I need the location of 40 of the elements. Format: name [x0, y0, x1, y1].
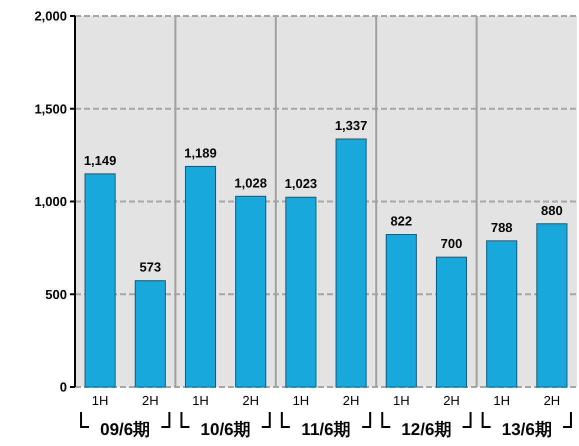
data-label: 1,028 [234, 175, 267, 190]
text: 11/6期 [301, 420, 351, 439]
bar [84, 173, 116, 388]
bar [486, 240, 518, 388]
data-label: 1,149 [84, 152, 116, 168]
data-label: 880 [541, 202, 563, 218]
x-tick-label: 1H [192, 393, 209, 408]
data-label: 700 [440, 236, 462, 252]
y-tick-label: 0 [60, 380, 67, 395]
bar [386, 234, 417, 388]
y-tick-label: 2,000 [34, 8, 67, 24]
data-label: 1,023 [284, 176, 318, 192]
x-tick-label: 1H [493, 393, 510, 408]
text: 09/6期 [100, 420, 150, 439]
x-tick-label: 2H [242, 393, 260, 408]
bar [436, 256, 468, 388]
data-label: 573 [139, 260, 162, 275]
x-tick-label: 1H [392, 393, 410, 408]
x-tick-label: 2H [443, 393, 460, 408]
text: 12/6期 [401, 420, 452, 439]
text: 13/6期 [502, 420, 552, 439]
data-label: 1,337 [334, 118, 368, 133]
x-tick-label: 1H [92, 393, 108, 408]
y-tick-label: 1,500 [34, 101, 67, 116]
bar [285, 196, 316, 388]
data-label: 822 [390, 214, 412, 229]
x-tick-label: 2H [342, 393, 360, 408]
y-tick-label: 500 [45, 286, 67, 302]
bar [536, 223, 568, 388]
x-tick-label: 2H [544, 393, 560, 408]
x-tick-label: 1H [292, 393, 310, 408]
bar [134, 280, 166, 388]
data-label: 788 [490, 220, 513, 235]
bar [184, 166, 216, 388]
x-tick-label: 2H [142, 393, 159, 408]
bar [336, 138, 367, 388]
data-label: 1,189 [184, 145, 217, 160]
y-tick-label: 1,000 [34, 194, 67, 210]
bar [235, 196, 266, 388]
text: 10/6期 [200, 420, 251, 439]
